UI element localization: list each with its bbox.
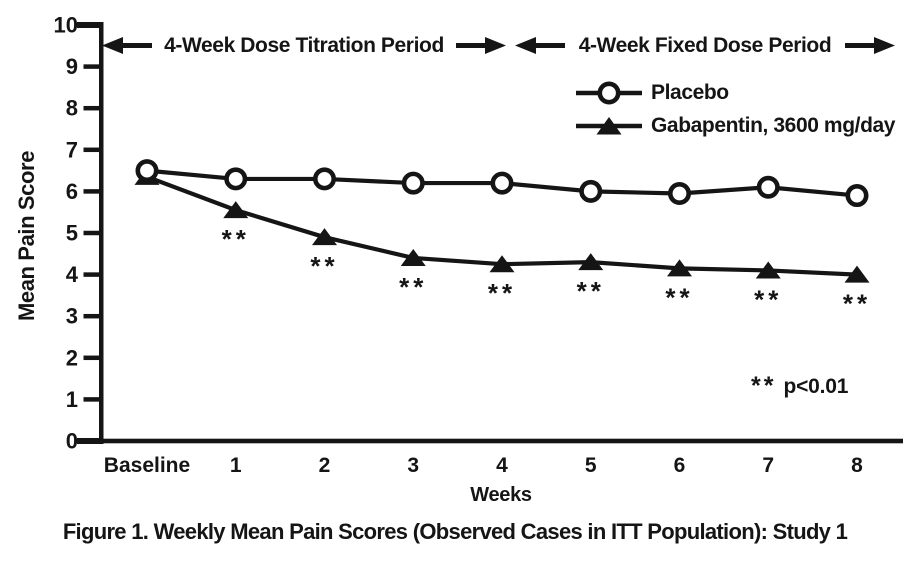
y-tick: [77, 438, 101, 444]
x-tick-label: 3: [407, 454, 419, 477]
open-circle-marker: [667, 181, 691, 205]
fixed-dose-period-label: 4-Week Fixed Dose Period: [578, 33, 832, 57]
significance-stars: **: [751, 372, 777, 400]
significance-marker: **: [665, 282, 693, 312]
y-tick-label: 7: [66, 137, 78, 162]
x-tick-label: 7: [762, 454, 774, 477]
y-tick: [77, 22, 101, 28]
titration-period-label: 4-Week Dose Titration Period: [164, 33, 444, 57]
filled-triangle-marker: [223, 201, 249, 219]
legend-label-gabapentin: Gabapentin, 3600 mg/day: [651, 114, 896, 137]
y-tick-label: 10: [54, 13, 78, 38]
y-axis-title: Mean Pain Score: [14, 150, 39, 322]
period-annotations: 4-Week Dose Titration Period 4-Week Fixe…: [0, 32, 910, 59]
y-tick-label: 5: [66, 221, 78, 246]
x-tick-label: 5: [585, 454, 597, 477]
figure-caption: Figure 1. Weekly Mean Pain Scores (Obser…: [62, 519, 848, 544]
x-tick-label: 4: [496, 454, 508, 477]
left-arrow-icon: [515, 37, 565, 54]
open-circle-marker: [579, 179, 603, 203]
filled-triangle-marker: [489, 255, 515, 273]
open-circle-marker: [490, 171, 514, 195]
open-circle-marker: [135, 159, 159, 183]
y-tick: [83, 147, 101, 153]
x-tick-label: 2: [319, 454, 331, 477]
y-tick: [83, 64, 101, 69]
y-axis-line: [99, 22, 104, 444]
y-tick-label: 3: [66, 304, 78, 329]
y-tick: [83, 189, 101, 194]
significance-marker: **: [577, 276, 605, 306]
legend-item-gabapentin: Gabapentin, 3600 mg/day: [576, 113, 895, 139]
y-tick: [83, 355, 101, 361]
open-circle-marker: [224, 167, 248, 191]
filled-triangle-marker: [667, 259, 692, 277]
y-tick-label: 4: [66, 262, 79, 287]
filled-triangle-marker: [844, 265, 870, 283]
x-axis-line: [99, 438, 903, 444]
legend-item-placebo: Placebo: [576, 80, 895, 106]
significance-marker: **: [754, 284, 782, 314]
y-tick-label: 6: [66, 179, 78, 204]
open-circle-marker: [312, 167, 336, 191]
right-arrow-icon: [844, 37, 895, 54]
x-tick-label: Baseline: [104, 454, 190, 477]
fixed-dose-period-annotation: 4-Week Fixed Dose Period: [515, 32, 895, 59]
filled-triangle-marker: [578, 253, 604, 271]
filled-triangle-marker: [755, 261, 781, 279]
y-tick-label: 1: [66, 387, 78, 412]
right-arrow-icon: [455, 37, 506, 54]
significance-marker: **: [843, 289, 871, 319]
significance-footnote: ** p<0.01: [751, 372, 849, 400]
y-tick: [83, 272, 101, 277]
legend-label-placebo: Placebo: [651, 81, 729, 104]
filled-triangle-marker: [312, 228, 337, 246]
significance-text: p<0.01: [783, 375, 849, 398]
open-circle-marker: [756, 175, 780, 199]
y-tick: [83, 230, 101, 236]
open-circle-marker-icon: [576, 81, 642, 105]
open-circle-marker: [845, 184, 869, 208]
y-tick-label: 2: [66, 345, 78, 370]
legend: Placebo Gabapentin, 3600 mg/day: [576, 80, 895, 146]
significance-marker: **: [222, 224, 250, 254]
filled-triangle-marker-icon: [576, 117, 642, 135]
y-tick-label: 9: [66, 54, 78, 79]
y-tick-label: 0: [66, 429, 78, 454]
y-tick: [83, 105, 101, 111]
significance-marker: **: [488, 278, 516, 308]
x-axis-title: Weeks: [470, 484, 532, 506]
y-tick: [83, 313, 101, 319]
y-tick-label: 8: [66, 96, 78, 121]
x-tick-label: 6: [674, 454, 686, 477]
open-circle-marker: [401, 171, 425, 195]
filled-triangle-marker: [400, 248, 426, 266]
y-tick: [83, 397, 101, 402]
x-tick-label: 1: [230, 454, 242, 477]
significance-marker: **: [310, 251, 338, 281]
left-arrow-icon: [102, 37, 152, 54]
x-tick-label: 8: [851, 454, 863, 477]
titration-period-annotation: 4-Week Dose Titration Period: [102, 32, 506, 59]
significance-marker: **: [399, 272, 427, 302]
